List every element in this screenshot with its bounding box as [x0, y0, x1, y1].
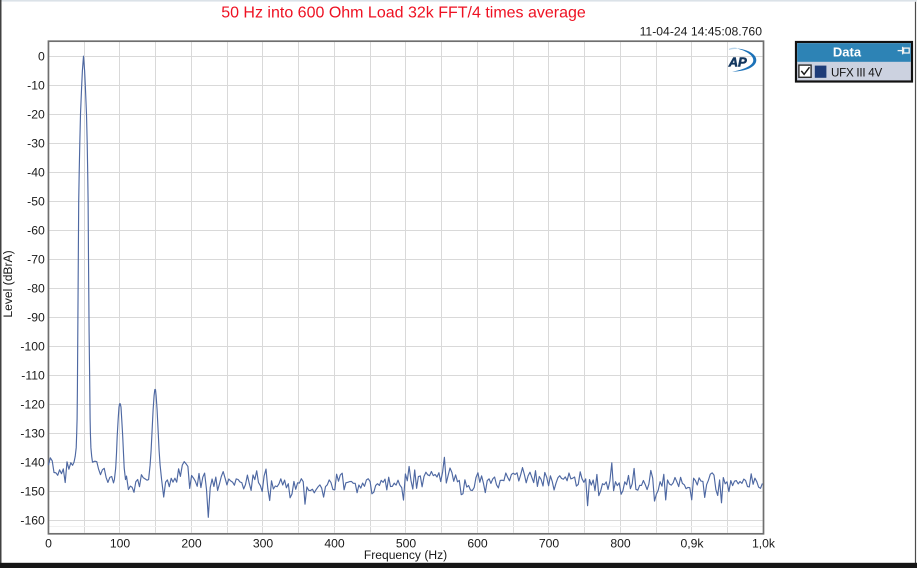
svg-text:-60: -60: [27, 224, 45, 238]
svg-text:UFX III 4V: UFX III 4V: [831, 67, 882, 80]
svg-text:-100: -100: [20, 340, 45, 354]
svg-text:-10: -10: [27, 79, 45, 93]
svg-text:-50: -50: [27, 195, 45, 209]
svg-text:600: 600: [467, 536, 488, 550]
svg-text:-40: -40: [27, 166, 45, 180]
svg-text:-140: -140: [20, 456, 45, 470]
svg-text:100: 100: [110, 536, 131, 550]
svg-text:300: 300: [253, 536, 274, 550]
svg-text:11-04-24 14:45:08.760: 11-04-24 14:45:08.760: [640, 24, 763, 38]
svg-text:AP: AP: [728, 54, 747, 69]
svg-text:-80: -80: [27, 282, 45, 296]
svg-text:0: 0: [38, 50, 45, 64]
svg-text:-160: -160: [20, 514, 45, 528]
svg-text:1,0k: 1,0k: [752, 536, 776, 550]
svg-text:-90: -90: [27, 311, 45, 325]
svg-text:-70: -70: [27, 253, 45, 267]
svg-text:Frequency (Hz): Frequency (Hz): [364, 548, 447, 562]
svg-text:400: 400: [324, 536, 345, 550]
svg-text:Level (dBrA): Level (dBrA): [1, 250, 15, 317]
svg-text:0: 0: [45, 536, 52, 550]
svg-text:-130: -130: [20, 427, 45, 441]
svg-text:-110: -110: [21, 369, 45, 383]
svg-text:Data: Data: [833, 44, 862, 59]
svg-text:500: 500: [396, 536, 417, 550]
svg-text:800: 800: [610, 536, 631, 550]
svg-text:-20: -20: [27, 108, 45, 122]
svg-text:0,9k: 0,9k: [680, 536, 704, 550]
svg-text:-30: -30: [27, 137, 45, 151]
svg-text:-120: -120: [20, 398, 45, 412]
svg-text:50 Hz into 600 Ohm Load 32k FF: 50 Hz into 600 Ohm Load 32k FFT/4 times …: [221, 4, 586, 21]
svg-text:-150: -150: [20, 485, 45, 499]
svg-text:200: 200: [181, 536, 202, 550]
svg-text:700: 700: [539, 536, 560, 550]
